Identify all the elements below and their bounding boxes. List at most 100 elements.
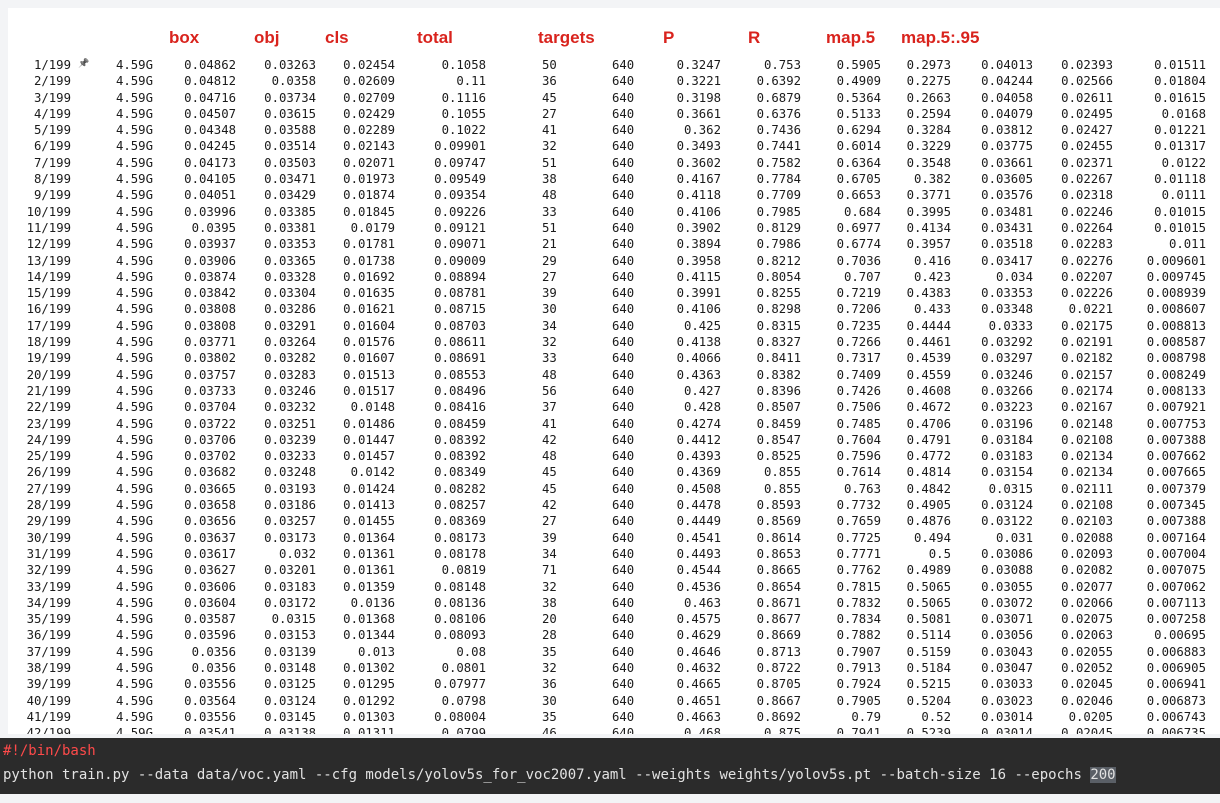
- cell-cls-loss: 0.01621: [343, 302, 395, 317]
- cell-targets: 48: [542, 449, 557, 464]
- cell-box-loss: 0.03996: [184, 204, 236, 219]
- pin-icon: 📌: [78, 59, 90, 69]
- cell-cls-loss: 0.02143: [343, 139, 395, 154]
- cell-val-box: 0.03088: [981, 563, 1033, 578]
- cell-map-0595: 0.4539: [906, 351, 951, 366]
- cell-img-size: 640: [612, 351, 635, 366]
- cell-obj-loss: 0.03353: [264, 237, 316, 252]
- cell-epoch: 24/199: [26, 432, 71, 447]
- cell-targets: 39: [542, 286, 557, 301]
- cell-epoch: 12/199: [26, 237, 71, 252]
- cell-img-size: 640: [612, 253, 635, 268]
- cell-box-loss: 0.0356: [191, 644, 236, 659]
- cell-map-05: 0.7614: [836, 465, 881, 480]
- cell-val-cls: 0.006873: [1146, 693, 1206, 708]
- cell-recall: 0.7441: [756, 139, 801, 154]
- cell-targets: 41: [542, 416, 557, 431]
- cell-gpu-mem: 4.59G: [115, 90, 153, 105]
- header-targets: targets: [538, 28, 595, 47]
- cell-val-box: 0.03812: [981, 123, 1033, 138]
- cell-box-loss: 0.03802: [184, 351, 236, 366]
- cell-box-loss: 0.03604: [184, 595, 236, 610]
- cell-total-loss: 0.09747: [434, 155, 486, 170]
- cell-recall: 0.6392: [756, 74, 801, 89]
- cell-precision: 0.4106: [676, 204, 721, 219]
- cell-obj-loss: 0.03251: [264, 416, 316, 431]
- cell-targets: 48: [542, 188, 557, 203]
- cell-epoch: 13/199: [26, 253, 71, 268]
- cell-val-box: 0.03292: [981, 335, 1033, 350]
- cell-val-box: 0.03605: [981, 172, 1033, 187]
- cell-obj-loss: 0.03148: [264, 660, 316, 675]
- cell-recall: 0.8507: [756, 400, 801, 415]
- cell-map-0595: 0.5184: [906, 660, 951, 675]
- header-map5: map.5: [826, 28, 876, 47]
- cell-val-box: 0.03246: [981, 367, 1033, 382]
- cell-total-loss: 0.1055: [441, 106, 486, 121]
- cell-val-obj: 0.02103: [1061, 514, 1113, 529]
- cell-map-05: 0.7815: [836, 579, 881, 594]
- cell-obj-loss: 0.03283: [264, 367, 316, 382]
- cell-recall: 0.7986: [756, 237, 801, 252]
- command-line[interactable]: python train.py --data data/voc.yaml --c…: [3, 765, 1116, 785]
- cell-val-box: 0.04079: [981, 106, 1033, 121]
- cell-map-05: 0.7725: [836, 530, 881, 545]
- cell-val-obj: 0.02264: [1061, 220, 1113, 235]
- cell-total-loss: 0.08106: [434, 612, 486, 627]
- cell-gpu-mem: 4.59G: [115, 579, 153, 594]
- cell-gpu-mem: 4.59G: [115, 498, 153, 513]
- cell-cls-loss: 0.01302: [343, 660, 395, 675]
- cell-val-obj: 0.02393: [1061, 58, 1113, 72]
- cell-recall: 0.8547: [756, 432, 801, 447]
- cell-box-loss: 0.03564: [184, 693, 236, 708]
- cell-map-0595: 0.5239: [906, 726, 951, 734]
- cell-val-cls: 0.006735: [1146, 726, 1206, 734]
- cell-epoch: 38/199: [26, 660, 71, 675]
- cell-precision: 0.4544: [676, 563, 721, 578]
- cell-val-box: 0.03353: [981, 286, 1033, 301]
- cell-epoch: 4/199: [33, 106, 71, 121]
- cell-box-loss: 0.03842: [184, 286, 236, 301]
- cell-gpu-mem: 4.59G: [115, 612, 153, 627]
- cell-total-loss: 0.08178: [434, 546, 486, 561]
- cell-map-05: 0.5133: [836, 106, 881, 121]
- cell-cls-loss: 0.01344: [343, 628, 395, 643]
- cell-map-0595: 0.3771: [906, 188, 951, 203]
- cell-recall: 0.8255: [756, 286, 801, 301]
- cell-cls-loss: 0.02709: [343, 90, 395, 105]
- cell-epoch: 36/199: [26, 628, 71, 643]
- cell-map-0595: 0.4876: [906, 514, 951, 529]
- cell-cls-loss: 0.0179: [350, 220, 395, 235]
- cell-img-size: 640: [612, 74, 635, 89]
- cell-recall: 0.8212: [756, 253, 801, 268]
- cell-cls-loss: 0.0142: [350, 465, 395, 480]
- cell-epoch: 22/199: [26, 400, 71, 415]
- cell-precision: 0.4541: [676, 530, 721, 545]
- cell-recall: 0.6376: [756, 106, 801, 121]
- cell-total-loss: 0.0799: [441, 726, 486, 734]
- cell-targets: 33: [542, 204, 557, 219]
- cell-cls-loss: 0.0136: [350, 595, 395, 610]
- cell-obj-loss: 0.03365: [264, 253, 316, 268]
- cell-map-05: 0.5364: [836, 90, 881, 105]
- cell-map-0595: 0.3995: [906, 204, 951, 219]
- cell-img-size: 640: [612, 220, 635, 235]
- cell-map-0595: 0.4842: [906, 481, 951, 496]
- table-row: 8/199 4.59G 0.04105 0.03471 0.01973 0.09549 38…: [8, 171, 1220, 187]
- cell-cls-loss: 0.01359: [343, 579, 395, 594]
- cell-targets: 32: [542, 660, 557, 675]
- cell-obj-loss: 0.03304: [264, 286, 316, 301]
- table-row: 7/199 4.59G 0.04173 0.03503 0.02071 0.09747 51…: [8, 155, 1220, 171]
- cell-img-size: 640: [612, 530, 635, 545]
- cell-obj-loss: 0.03145: [264, 709, 316, 724]
- cell-val-obj: 0.02045: [1061, 677, 1113, 692]
- cell-targets: 36: [542, 74, 557, 89]
- cell-recall: 0.7985: [756, 204, 801, 219]
- cell-total-loss: 0.08781: [434, 286, 486, 301]
- cell-cls-loss: 0.01517: [343, 383, 395, 398]
- cell-cls-loss: 0.01424: [343, 481, 395, 496]
- cell-gpu-mem: 4.59G: [115, 465, 153, 480]
- table-row: 41/199 4.59G 0.03556 0.03145 0.01303 0.08004 3…: [8, 709, 1220, 725]
- cell-gpu-mem: 4.59G: [115, 481, 153, 496]
- cell-gpu-mem: 4.59G: [115, 286, 153, 301]
